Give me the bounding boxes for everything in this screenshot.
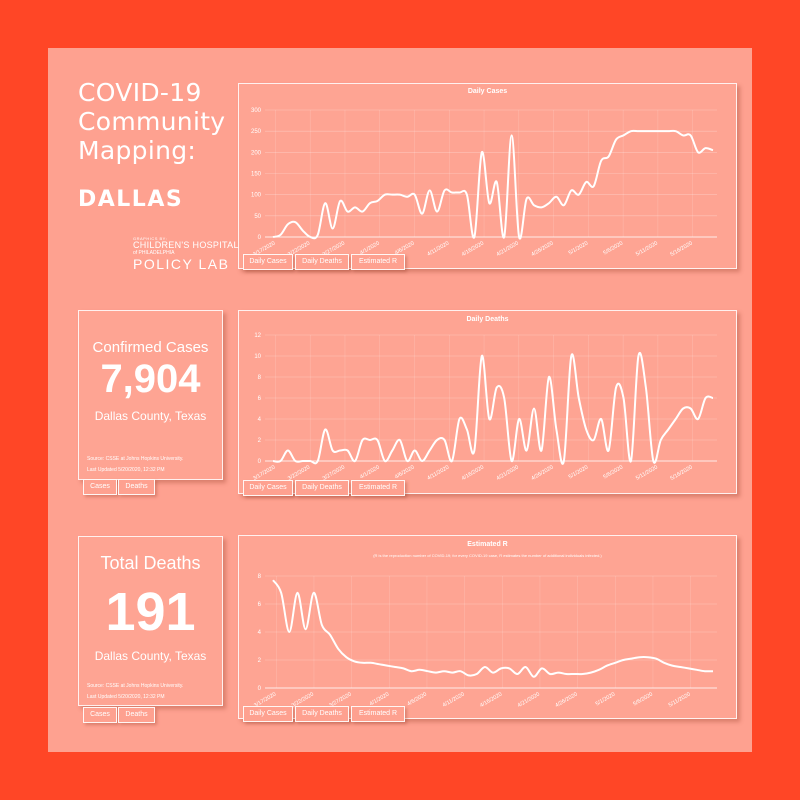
x-tick-label: 4/6/2020 <box>406 692 428 708</box>
tab-daily-cases[interactable]: Daily Cases <box>243 706 293 722</box>
tab-daily-cases[interactable]: Daily Cases <box>243 480 293 496</box>
series-line <box>272 352 714 465</box>
daily-deaths-panel: Daily Deaths 0 2 4 6 8 10 12 3/17/2020 3/22/2020… <box>238 310 737 494</box>
y-tick-label: 50 <box>254 214 261 220</box>
x-tick-label: 5/6/2020 <box>603 465 625 481</box>
x-tick-label: 4/26/2020 <box>530 465 554 482</box>
card-updated: Last Updated 5/20/2020, 12:32 PM <box>87 694 165 700</box>
y-tick-label: 0 <box>258 459 262 465</box>
tab-cases[interactable]: Cases <box>83 707 117 723</box>
card-title: Confirmed Cases <box>92 339 209 356</box>
card-source: Source: CSSE at Johns Hopkins University… <box>87 683 184 689</box>
y-tick-label: 2 <box>258 438 262 444</box>
logo-line-2: CHILDREN'S HOSPITAL <box>133 240 239 250</box>
total-deaths-value: 191 <box>105 582 196 642</box>
tab-deaths[interactable]: Deaths <box>118 479 155 495</box>
card-title: Total Deaths <box>100 553 201 573</box>
x-tick-label: 5/1/2020 <box>568 241 590 257</box>
tab-daily-deaths[interactable]: Daily Deaths <box>295 706 349 722</box>
policy-lab-logo: GRAPHICS BY: CHILDREN'S HOSPITAL of PHIL… <box>133 236 243 271</box>
confirmed-cases-value: 7,904 <box>100 357 201 401</box>
tab-estimated-r[interactable]: Estimated R <box>351 254 405 270</box>
y-tick-label: 4 <box>258 417 262 423</box>
logo-line-3: of PHILADELPHIA <box>133 250 175 256</box>
title-block: COVID-19 Community Mapping: DALLAS <box>78 78 228 212</box>
logo-line-4: POLICY LAB <box>133 256 230 272</box>
series-line <box>272 579 714 678</box>
y-tick-label: 300 <box>251 108 262 114</box>
x-tick-label: 4/11/2020 <box>426 241 450 258</box>
card-updated: Last Updated 5/20/2020, 12:32 PM <box>87 467 165 473</box>
page-title-line-1: COVID-19 <box>78 78 202 107</box>
tab-cases[interactable]: Cases <box>83 479 117 495</box>
x-tick-label: 4/6/2020 <box>394 465 416 481</box>
chart-title: Daily Cases <box>467 88 508 95</box>
x-tick-label: 5/1/2020 <box>568 465 590 481</box>
x-tick-label: 5/6/2020 <box>603 241 625 257</box>
y-tick-label: 0 <box>258 235 262 241</box>
tab-daily-cases[interactable]: Daily Cases <box>243 254 293 270</box>
dashboard-board: COVID-19 Community Mapping: DALLAS GRAPH… <box>48 48 752 752</box>
chart-title: Estimated R <box>467 541 508 548</box>
y-tick-label: 8 <box>258 574 262 580</box>
y-tick-label: 10 <box>254 354 261 360</box>
x-tick-label: 4/11/2020 <box>426 465 450 482</box>
x-tick-label: 5/11/2020 <box>635 241 659 258</box>
y-tick-label: 250 <box>251 129 262 135</box>
x-tick-label: 4/21/2020 <box>517 692 541 709</box>
chart-title: Daily Deaths <box>466 316 509 323</box>
tab-estimated-r[interactable]: Estimated R <box>351 706 405 722</box>
card-source: Source: CSSE at Johns Hopkins University… <box>87 456 184 462</box>
y-tick-label: 150 <box>251 172 262 178</box>
page-title-line-2: Community <box>78 107 226 136</box>
x-tick-label: 5/16/2020 <box>669 241 693 258</box>
x-tick-label: 4/26/2020 <box>530 241 554 258</box>
y-tick-label: 6 <box>258 396 262 402</box>
estimated-r-panel: Estimated R (R is the reproduction numbe… <box>238 535 737 719</box>
tab-deaths[interactable]: Deaths <box>118 707 155 723</box>
x-tick-label: 5/16/2020 <box>669 465 693 482</box>
y-tick-label: 200 <box>251 150 262 156</box>
confirmed-cases-card: Confirmed Cases 7,904 Dallas County, Tex… <box>78 310 223 480</box>
x-tick-label: 4/21/2020 <box>496 465 520 482</box>
tab-estimated-r[interactable]: Estimated R <box>351 480 405 496</box>
y-tick-label: 8 <box>258 375 262 381</box>
y-tick-label: 2 <box>258 658 262 664</box>
chart-subtitle: (R is the reproduction number of COVID-1… <box>373 553 602 558</box>
series-line <box>272 129 714 240</box>
x-tick-label: 5/11/2020 <box>635 465 659 482</box>
x-tick-label: 5/1/2020 <box>595 692 617 708</box>
card-location: Dallas County, Texas <box>94 649 207 663</box>
x-tick-label: 4/16/2020 <box>479 692 503 709</box>
x-tick-label: 4/21/2020 <box>496 241 520 258</box>
x-tick-label: 5/11/2020 <box>668 692 692 709</box>
x-tick-label: 4/16/2020 <box>461 465 485 482</box>
city-title: DALLAS <box>78 187 184 212</box>
x-tick-label: 4/11/2020 <box>442 692 466 709</box>
y-tick-label: 6 <box>258 602 262 608</box>
tab-daily-deaths[interactable]: Daily Deaths <box>295 480 349 496</box>
y-tick-label: 4 <box>258 630 262 636</box>
x-tick-label: 5/6/2020 <box>632 692 654 708</box>
card-location: Dallas County, Texas <box>94 409 207 423</box>
tab-daily-deaths[interactable]: Daily Deaths <box>295 254 349 270</box>
y-tick-label: 12 <box>254 333 261 339</box>
x-tick-label: 4/26/2020 <box>554 692 578 709</box>
y-tick-label: 0 <box>258 686 262 692</box>
y-tick-label: 100 <box>251 193 262 199</box>
logo-line-1: GRAPHICS BY: <box>133 236 168 241</box>
total-deaths-card: Total Deaths 191 Dallas County, Texas So… <box>78 536 223 706</box>
page-title-line-3: Mapping: <box>78 136 197 165</box>
x-tick-label: 4/16/2020 <box>461 241 485 258</box>
x-tick-label: 4/1/2020 <box>359 465 381 481</box>
daily-cases-panel: Daily Cases 0 50 100 150 200 250 300 3/17/2020 3… <box>238 83 737 269</box>
